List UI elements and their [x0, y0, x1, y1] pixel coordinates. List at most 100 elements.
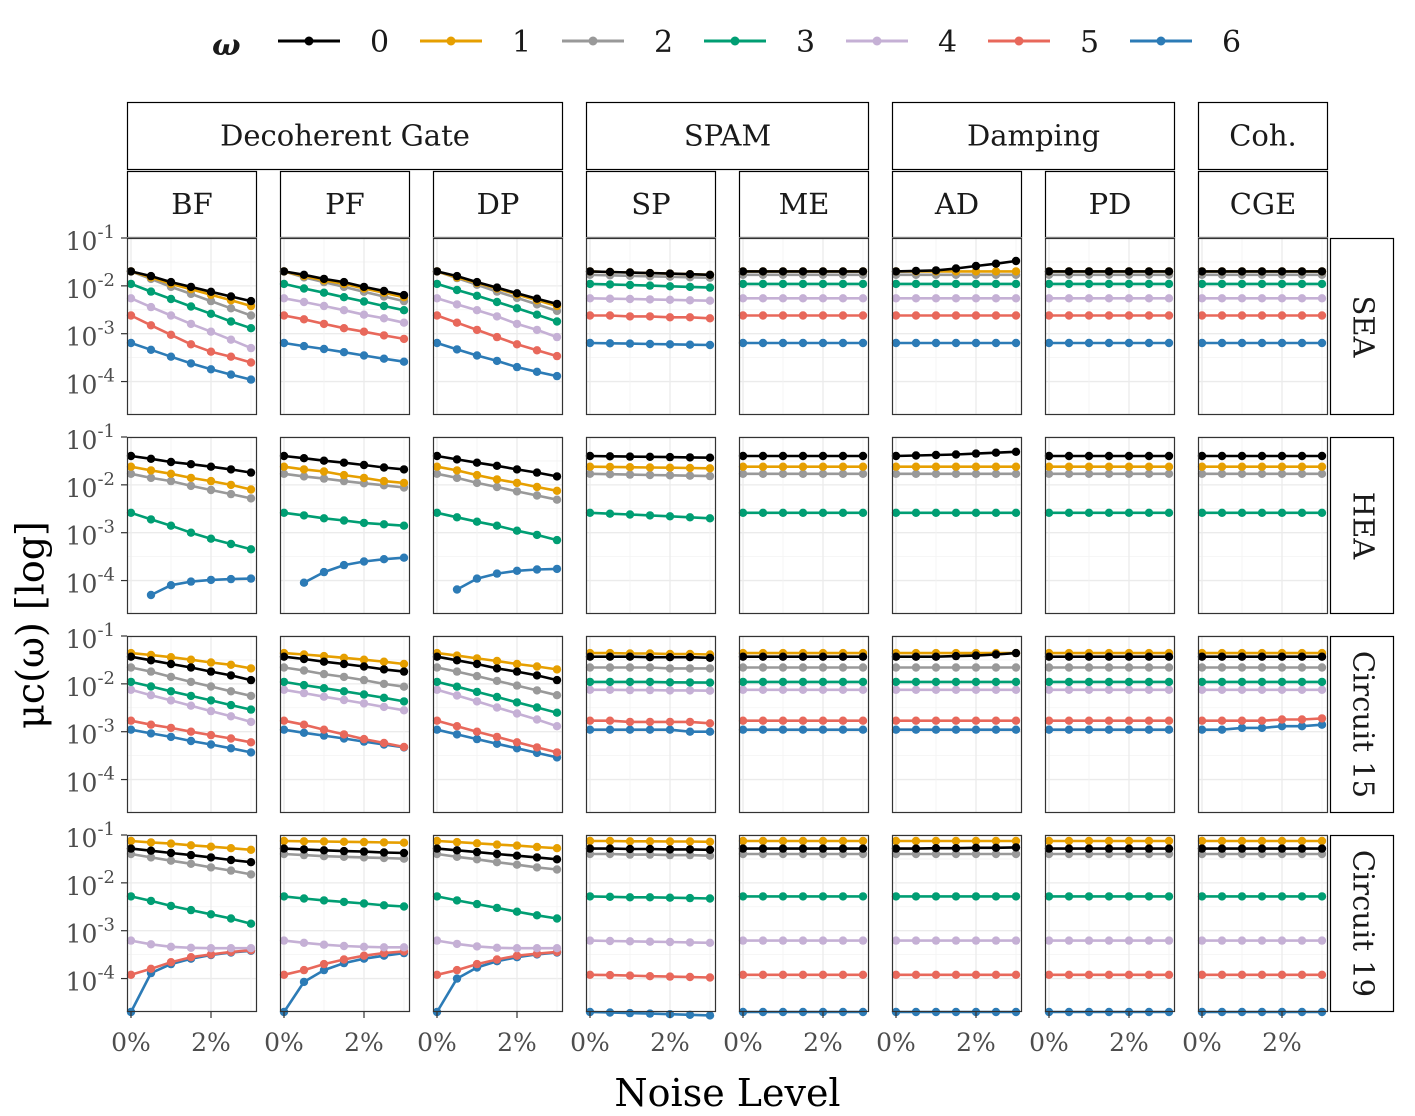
- data-point: [166, 277, 176, 287]
- data-point: [605, 677, 615, 687]
- data-point: [1257, 844, 1267, 853]
- row-strip-label: Circuit 15: [1347, 651, 1381, 798]
- panel-sea-ad: [891, 237, 1023, 416]
- data-point: [778, 936, 788, 945]
- data-point: [186, 481, 196, 491]
- data-point: [951, 311, 961, 320]
- data-point: [299, 465, 309, 474]
- data-point: [685, 513, 695, 522]
- data-point: [146, 838, 156, 847]
- data-point: [685, 727, 695, 736]
- data-point: [1164, 836, 1174, 846]
- x-tick-label: 0%: [111, 1028, 151, 1057]
- data-point: [432, 462, 442, 471]
- data-point: [1237, 267, 1247, 276]
- data-point: [1237, 652, 1247, 661]
- series-1: [1197, 836, 1327, 846]
- data-point: [1217, 685, 1227, 694]
- data-point: [492, 664, 502, 673]
- data-point: [891, 462, 901, 471]
- panel-border: [126, 834, 258, 1013]
- data-point: [798, 677, 808, 687]
- panel-circuit-15-cge: [1197, 635, 1329, 814]
- data-point: [951, 677, 961, 687]
- group-strip-label: Decoherent Gate: [220, 119, 470, 153]
- data-point: [452, 846, 462, 855]
- data-point: [625, 677, 635, 687]
- data-point: [1104, 663, 1114, 672]
- data-point: [818, 311, 828, 320]
- data-point: [166, 581, 176, 590]
- data-point: [166, 848, 176, 858]
- data-point: [971, 462, 981, 471]
- data-point: [226, 574, 236, 584]
- series-4: [1197, 294, 1327, 303]
- series-4: [1044, 294, 1174, 303]
- data-point: [126, 451, 136, 461]
- data-point: [399, 838, 409, 847]
- data-point: [951, 450, 961, 459]
- data-point: [319, 684, 329, 693]
- data-point: [1297, 451, 1307, 461]
- data-point: [512, 304, 522, 313]
- data-point: [758, 267, 768, 276]
- data-point: [359, 310, 369, 319]
- data-point: [552, 486, 562, 495]
- data-point: [512, 319, 522, 329]
- series-5: [738, 716, 868, 725]
- data-point: [1124, 936, 1134, 945]
- series-5: [1044, 970, 1174, 979]
- data-point: [226, 734, 236, 743]
- data-point: [798, 338, 808, 348]
- data-point: [1144, 892, 1154, 901]
- data-point: [758, 311, 768, 320]
- data-point: [186, 319, 196, 329]
- data-point: [146, 940, 156, 949]
- data-point: [339, 659, 349, 669]
- data-point: [1084, 462, 1094, 471]
- data-point: [1257, 970, 1267, 979]
- data-point: [1011, 294, 1021, 303]
- data-point: [186, 727, 196, 736]
- data-point: [1257, 663, 1267, 672]
- data-point: [1044, 508, 1054, 517]
- data-point: [246, 705, 256, 714]
- data-point: [279, 725, 289, 734]
- data-point: [432, 663, 442, 672]
- data-point: [665, 512, 675, 521]
- data-point: [1317, 844, 1327, 853]
- data-point: [818, 652, 828, 661]
- data-point: [359, 327, 369, 336]
- data-point: [552, 332, 562, 342]
- data-point: [492, 297, 502, 307]
- data-point: [432, 716, 442, 725]
- data-point: [665, 893, 675, 902]
- data-point: [951, 294, 961, 303]
- data-point: [798, 663, 808, 672]
- panel-border: [1044, 237, 1176, 416]
- data-point: [399, 943, 409, 952]
- data-point: [605, 970, 615, 980]
- series-0: [279, 267, 409, 300]
- data-point: [738, 462, 748, 471]
- data-point: [685, 270, 695, 279]
- data-point: [1217, 663, 1227, 672]
- panel-hea-ad: [891, 436, 1023, 615]
- data-point: [1124, 294, 1134, 303]
- series-0: [432, 844, 562, 864]
- data-point: [1084, 451, 1094, 461]
- data-point: [1297, 836, 1307, 846]
- data-point: [246, 485, 256, 494]
- data-point: [625, 463, 635, 472]
- data-point: [645, 281, 655, 290]
- data-point: [1124, 462, 1134, 471]
- data-point: [685, 471, 695, 480]
- panel-background: [892, 835, 1022, 1012]
- data-point: [665, 845, 675, 854]
- data-point: [1297, 338, 1307, 348]
- panel-border: [738, 834, 870, 1013]
- series-2: [738, 469, 868, 478]
- data-point: [625, 971, 635, 980]
- series-2: [1044, 469, 1174, 478]
- data-point: [605, 470, 615, 479]
